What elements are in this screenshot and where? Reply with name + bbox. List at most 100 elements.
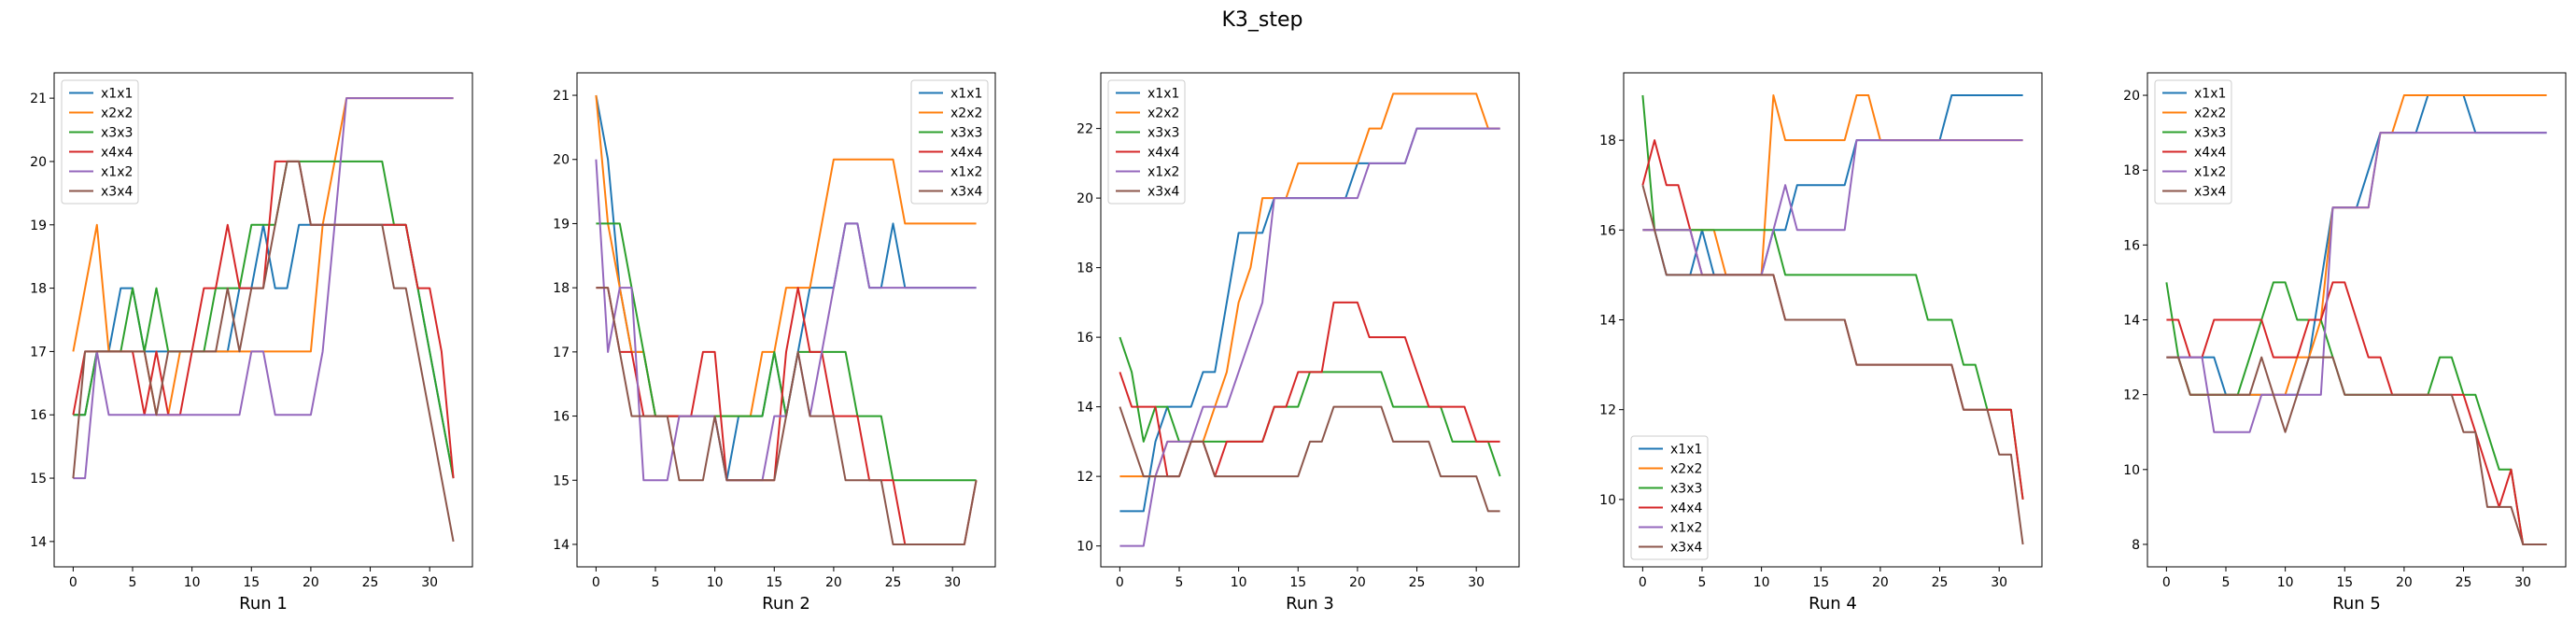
x-tick-label: 10 bbox=[184, 575, 201, 590]
legend-label: x3x3 bbox=[950, 126, 982, 141]
x-tick-label: 20 bbox=[303, 575, 319, 590]
series-line-x3x4 bbox=[1119, 405, 1500, 513]
x-tick-label: 10 bbox=[707, 575, 724, 590]
x-tick-label: 20 bbox=[1872, 575, 1889, 590]
x-tick-label: 0 bbox=[1116, 575, 1124, 590]
y-tick-label: 16 bbox=[1599, 223, 1616, 238]
y-tick-label: 12 bbox=[2123, 388, 2140, 403]
x-tick-label: 25 bbox=[1409, 575, 1426, 590]
y-tick-label: 21 bbox=[30, 92, 47, 106]
y-tick-label: 20 bbox=[30, 155, 47, 170]
axes-frame bbox=[576, 72, 996, 568]
x-tick-label: 5 bbox=[652, 575, 660, 590]
y-tick-label: 10 bbox=[1077, 540, 1093, 555]
legend-box bbox=[1107, 79, 1186, 205]
series-line-x1x1 bbox=[1642, 94, 2023, 276]
legend-label: x3x4 bbox=[1147, 185, 1179, 200]
legend-label: x2x2 bbox=[101, 106, 133, 121]
legend-box bbox=[1630, 435, 1709, 560]
legend-label: x1x2 bbox=[2194, 165, 2226, 180]
x-tick-label: 20 bbox=[825, 575, 842, 590]
y-tick-label: 19 bbox=[553, 217, 570, 232]
x-tick-label: 15 bbox=[2336, 575, 2353, 590]
x-tick-label: 25 bbox=[1932, 575, 1949, 590]
series-line-x3x3 bbox=[73, 160, 455, 479]
subplot-run-5: 0 5 10 15 20 25 30 8 10 12 14 16 18 20 Run 5 x1x1 x2x2 x3… bbox=[2123, 72, 2567, 614]
y-tick-label: 22 bbox=[1077, 122, 1093, 137]
subplot-run-2: 0 5 10 15 20 25 30 14 15 16 17 18 19 20 21 Run 2 x1x1 x2x… bbox=[553, 72, 996, 614]
y-tick-label: 14 bbox=[553, 538, 570, 553]
y-tick-label: 21 bbox=[553, 89, 570, 104]
y-tick-label: 12 bbox=[1077, 470, 1093, 485]
legend-label: x4x4 bbox=[2194, 146, 2226, 161]
y-tick-label: 19 bbox=[30, 219, 47, 233]
legend-box bbox=[61, 79, 139, 205]
x-tick-label: 30 bbox=[944, 575, 961, 590]
y-tick-label: 16 bbox=[2123, 238, 2140, 253]
figure-title: K3_step bbox=[1221, 8, 1302, 32]
legend-label: x3x3 bbox=[2194, 126, 2226, 141]
y-tick-label: 18 bbox=[30, 282, 47, 297]
series-line-x3x4 bbox=[596, 287, 978, 545]
legend-label: x1x1 bbox=[950, 87, 982, 102]
y-tick-label: 18 bbox=[1077, 261, 1093, 276]
legend-label: x3x3 bbox=[1670, 482, 1702, 497]
y-tick-label: 14 bbox=[1077, 401, 1093, 416]
x-tick-label: 0 bbox=[69, 575, 77, 590]
y-tick-label: 20 bbox=[553, 153, 570, 168]
series-line-x1x2 bbox=[1119, 127, 1500, 547]
x-tick-label: 25 bbox=[885, 575, 902, 590]
x-tick-label: 0 bbox=[1639, 575, 1647, 590]
x-tick-label: 15 bbox=[243, 575, 260, 590]
y-tick-label: 18 bbox=[1599, 134, 1616, 148]
series-line-x1x2 bbox=[73, 97, 454, 480]
legend-label: x4x4 bbox=[1147, 146, 1179, 161]
x-tick-label: 0 bbox=[2162, 575, 2171, 590]
legend-label: x1x1 bbox=[1147, 87, 1179, 102]
y-tick-label: 20 bbox=[2123, 89, 2140, 104]
y-tick-label: 20 bbox=[1077, 191, 1093, 206]
series-line-x3x3 bbox=[1641, 94, 2024, 501]
legend-label: x4x4 bbox=[101, 146, 133, 161]
legend-label: x3x3 bbox=[1147, 126, 1179, 141]
legend-label: x1x2 bbox=[1147, 165, 1179, 180]
x-axis-label: Run 3 bbox=[1286, 594, 1334, 614]
legend: x1x1 x2x2 x3x3 x4x4 x1x2 x3x4 bbox=[910, 79, 989, 205]
x-tick-label: 5 bbox=[129, 575, 137, 590]
legend-label: x4x4 bbox=[950, 146, 982, 161]
x-tick-label: 20 bbox=[1349, 575, 1366, 590]
legend-label: x3x4 bbox=[101, 185, 133, 200]
legend-label: x1x2 bbox=[101, 165, 133, 180]
x-tick-label: 30 bbox=[1991, 575, 2007, 590]
y-tick-label: 14 bbox=[2123, 314, 2140, 329]
y-tick-label: 10 bbox=[1599, 493, 1616, 508]
legend: x1x1 x2x2 x3x3 x4x4 x1x2 x3x4 bbox=[1630, 435, 1709, 560]
legend-label: x1x1 bbox=[2194, 87, 2226, 102]
legend-label: x2x2 bbox=[1147, 106, 1179, 121]
y-tick-label: 17 bbox=[30, 345, 47, 360]
subplots-grid: 0 5 10 15 20 25 30 14 15 16 17 18 19 20 21 Run 1 x1x1 x2x… bbox=[30, 72, 2567, 614]
legend: x1x1 x2x2 x3x3 x4x4 x1x2 x3x4 bbox=[2154, 79, 2232, 205]
axes-frame bbox=[53, 72, 473, 568]
x-tick-label: 15 bbox=[766, 575, 782, 590]
x-axis-label: Run 5 bbox=[2332, 594, 2381, 614]
legend-label: x3x4 bbox=[1670, 541, 1702, 556]
legend-box bbox=[910, 79, 989, 205]
series-line-x3x4 bbox=[2166, 356, 2547, 545]
series-line-x3x4 bbox=[1641, 184, 2024, 545]
legend-label: x1x2 bbox=[950, 165, 982, 180]
x-tick-label: 15 bbox=[1289, 575, 1306, 590]
x-tick-label: 30 bbox=[421, 575, 438, 590]
series-line-x3x4 bbox=[72, 160, 455, 543]
series-line-x4x4 bbox=[2166, 281, 2547, 545]
legend-label: x2x2 bbox=[2194, 106, 2226, 121]
legend-label: x1x1 bbox=[101, 87, 133, 102]
x-tick-label: 25 bbox=[2456, 575, 2472, 590]
x-tick-label: 10 bbox=[1753, 575, 1770, 590]
legend-label: x2x2 bbox=[950, 106, 982, 121]
y-tick-label: 14 bbox=[30, 535, 47, 550]
y-tick-label: 18 bbox=[2123, 163, 2140, 178]
